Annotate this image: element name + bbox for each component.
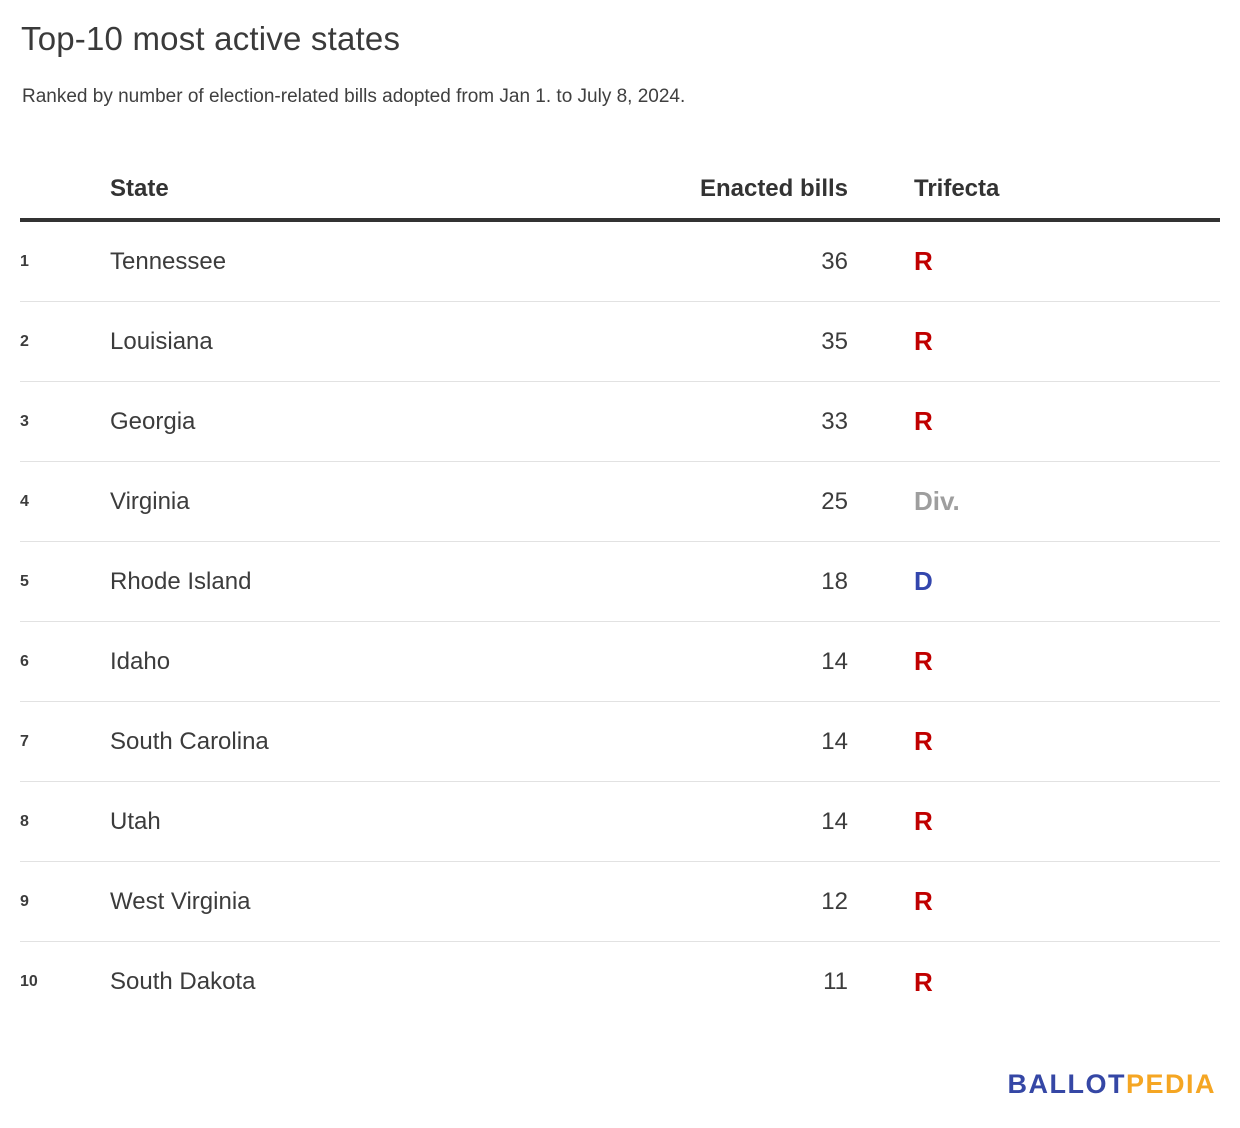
table-row: 3 Georgia 33 R	[20, 382, 1220, 462]
trifecta-badge: R	[914, 726, 933, 756]
column-header-enacted-bills: Enacted bills	[699, 175, 848, 202]
row-rank: 2	[20, 332, 29, 350]
enacted-bills-value: 36	[821, 247, 848, 275]
trifecta-badge: R	[914, 326, 933, 356]
logo-text-pedia: PEDIA	[1125, 1069, 1216, 1099]
enacted-bills-value: 12	[821, 887, 848, 915]
trifecta-badge: R	[914, 246, 933, 276]
trifecta-badge: Div.	[914, 486, 960, 516]
trifecta-badge: R	[914, 646, 933, 676]
trifecta-badge: R	[914, 886, 933, 916]
enacted-bills-value: 25	[821, 487, 848, 515]
state-name: West Virginia	[110, 887, 251, 915]
enacted-bills-value: 14	[821, 807, 848, 835]
enacted-bills-value: 35	[821, 327, 848, 355]
row-rank: 3	[20, 412, 29, 430]
state-name: Idaho	[110, 647, 171, 675]
row-rank: 4	[20, 492, 29, 510]
table-row: 8 Utah 14 R	[20, 782, 1220, 862]
trifecta-badge: D	[914, 566, 933, 596]
state-name: Rhode Island	[110, 567, 252, 595]
enacted-bills-value: 18	[821, 567, 848, 595]
row-rank: 5	[20, 572, 29, 590]
row-rank: 8	[20, 812, 29, 830]
table-row: 1 Tennessee 36 R	[20, 222, 1220, 302]
trifecta-badge: R	[914, 806, 933, 836]
states-table: State Enacted bills Trifecta 1 Tennessee…	[20, 160, 1220, 1022]
column-header-trifecta: Trifecta	[914, 175, 1000, 202]
state-name: Virginia	[110, 487, 190, 515]
trifecta-badge: R	[914, 406, 933, 436]
row-rank: 7	[20, 732, 29, 750]
state-name: South Carolina	[110, 727, 269, 755]
state-name: South Dakota	[110, 968, 256, 995]
state-name: Georgia	[110, 407, 196, 435]
column-header-state: State	[110, 175, 169, 202]
enacted-bills-value: 14	[821, 727, 848, 755]
enacted-bills-value: 14	[821, 647, 848, 675]
page-subtitle: Ranked by number of election-related bil…	[22, 86, 686, 107]
enacted-bills-value: 33	[821, 407, 848, 435]
table-row: 5 Rhode Island 18 D	[20, 542, 1220, 622]
row-rank: 10	[20, 973, 38, 990]
state-name: Tennessee	[110, 247, 227, 275]
trifecta-badge: R	[914, 966, 933, 997]
ballotpedia-logo: BALLOTPEDIA	[1007, 1069, 1216, 1100]
table-row: 2 Louisiana 35 R	[20, 302, 1220, 382]
row-rank: 9	[20, 892, 29, 910]
state-name: Utah	[110, 807, 161, 835]
table-row: 4 Virginia 25 Div.	[20, 462, 1220, 542]
table-row: 10 South Dakota 11 R	[20, 942, 1220, 1022]
page-title: Top-10 most active states	[21, 20, 401, 57]
row-rank: 6	[20, 652, 29, 670]
table-row: 9 West Virginia 12 R	[20, 862, 1220, 942]
table-row: 6 Idaho 14 R	[20, 622, 1220, 702]
enacted-bills-value: 11	[823, 968, 848, 995]
logo-text-ballot: BALLOT	[1007, 1069, 1126, 1099]
table-header-row: State Enacted bills Trifecta	[20, 160, 1220, 222]
state-name: Louisiana	[110, 327, 213, 355]
row-rank: 1	[20, 252, 29, 270]
table-row: 7 South Carolina 14 R	[20, 702, 1220, 782]
